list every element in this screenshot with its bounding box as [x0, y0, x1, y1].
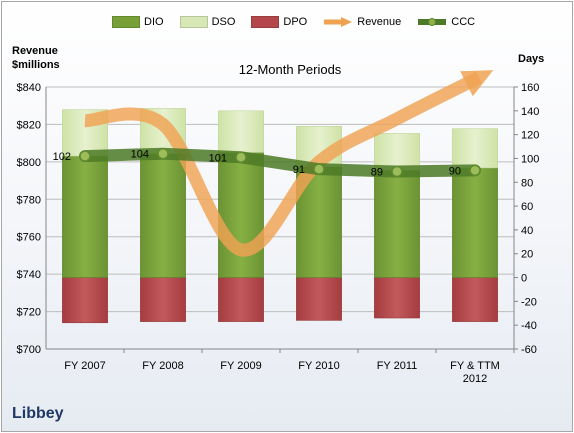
y-right-tick-label: 120: [521, 130, 539, 142]
y-right-tick-label: 80: [521, 177, 533, 189]
legend-swatch-dio: [112, 16, 140, 28]
ccc-data-label: 89: [371, 167, 383, 179]
bar-dio: [62, 155, 108, 278]
y-left-tick-label: $760: [17, 232, 41, 244]
legend-ccc-icon: [418, 18, 447, 26]
y-left-label-line-2: $millions: [12, 59, 60, 71]
ccc-data-label: 104: [131, 149, 149, 161]
ccc-marker: [157, 147, 169, 160]
bar-dio: [218, 152, 264, 278]
bar-dio: [452, 167, 498, 278]
bar-dso: [218, 110, 264, 153]
y-left-tick-label: $740: [17, 269, 41, 281]
y-left-tick-label: $800: [17, 157, 41, 169]
bar-dpo: [452, 277, 498, 322]
x-tick-label: FY 2007: [64, 360, 105, 372]
y-right-tick-label: 0: [521, 273, 527, 285]
y-right-tick-label: 60: [521, 201, 533, 213]
legend-label-dpo: DPO: [283, 16, 308, 28]
y-right-tick-label: -20: [521, 296, 537, 308]
legend-item-revenue: Revenue: [323, 16, 401, 28]
x-tick-label: FY 2009: [220, 360, 261, 372]
x-tick-label: FY 2008: [142, 360, 183, 372]
ccc-marker: [313, 163, 325, 175]
company-name: Libbey: [12, 405, 64, 422]
bar-dio: [374, 170, 420, 278]
legend-item-dio: DIO: [112, 16, 164, 28]
y-right-tick-label: 40: [521, 225, 533, 237]
chart-title: 12-Month Periods: [238, 62, 342, 77]
x-tick-label: 2012: [463, 373, 487, 385]
revenue-arrowhead: [460, 70, 494, 97]
legend-label-ccc: CCC: [451, 16, 476, 28]
bar-dpo: [218, 277, 264, 322]
bar-dpo: [140, 277, 186, 322]
ccc-data-label: 90: [449, 165, 461, 177]
y-right-tick-label: 100: [521, 153, 539, 165]
x-tick-label: FY & TTM: [450, 360, 500, 372]
x-tick-label: FY 2011: [377, 360, 418, 372]
y-right-axis-label: Days: [518, 53, 545, 65]
bar-dpo: [62, 277, 108, 324]
y-right-tick-label: -40: [521, 320, 537, 332]
legend-label-dio: DIO: [144, 16, 164, 28]
y-left-tick-label: $840: [17, 82, 41, 94]
x-tick-label: FY 2010: [298, 360, 339, 372]
legend-arrow-icon: [324, 17, 353, 27]
legend-item-ccc: CCC: [417, 16, 475, 28]
bar-dpo: [296, 277, 342, 321]
bar-dpo: [374, 277, 420, 319]
legend-swatch-dpo: [251, 16, 280, 28]
legend-label-revenue: Revenue: [357, 16, 402, 28]
y-right-tick-label: -60: [521, 344, 537, 356]
y-left-tick-label: $780: [17, 194, 41, 206]
ccc-marker: [79, 150, 91, 162]
bar-dio: [140, 153, 186, 278]
revenue-line: [84, 71, 482, 257]
bar-dso: [452, 128, 498, 169]
y-right-tick-label: 160: [521, 82, 539, 94]
ccc-marker: [469, 164, 481, 177]
ccc-data-label: 91: [293, 164, 305, 176]
y-right-tick-label: 20: [521, 249, 533, 261]
legend-item-dso: DSO: [179, 16, 236, 28]
y-left-tick-label: $720: [17, 307, 41, 319]
legend-item-dpo: DPO: [251, 16, 307, 28]
y-right-tick-label: 140: [521, 106, 539, 118]
y-left-tick-label: $820: [17, 119, 41, 131]
y-left-axis-label: Revenue $millions: [12, 44, 60, 72]
legend: DIO DSO DPO Revenue CCC: [112, 16, 491, 28]
ccc-marker: [235, 151, 247, 164]
bar-dso: [374, 133, 420, 171]
ccc-line: [79, 147, 481, 178]
legend-swatch-dso: [179, 16, 208, 28]
ccc-data-label: 102: [53, 151, 71, 163]
ccc-data-label: 101: [209, 152, 227, 164]
ccc-marker: [391, 165, 403, 178]
legend-label-dso: DSO: [211, 16, 236, 28]
y-left-label-line-1: Revenue: [12, 45, 58, 57]
y-left-tick-label: $700: [17, 344, 41, 356]
